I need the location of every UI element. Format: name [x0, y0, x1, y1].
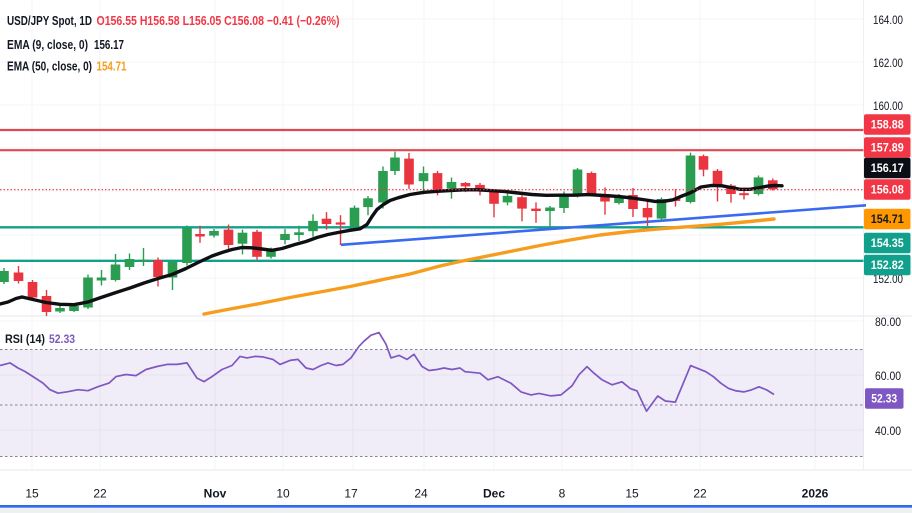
svg-text:154.71: 154.71: [871, 212, 904, 226]
svg-text:152.00: 152.00: [873, 274, 903, 286]
svg-text:15: 15: [625, 487, 639, 501]
svg-text:USD/JPY Spot, 1D: USD/JPY Spot, 1D: [7, 13, 92, 28]
svg-text:Nov: Nov: [204, 487, 227, 501]
svg-text:10: 10: [276, 487, 290, 501]
svg-text:52.33: 52.33: [49, 332, 75, 346]
svg-text:O156.55 H156.58 L156.05 C156.0: O156.55 H156.58 L156.05 C156.08 −0.41 (−…: [97, 13, 340, 28]
svg-text:80.00: 80.00: [875, 317, 901, 329]
svg-text:22: 22: [93, 487, 107, 501]
svg-text:EMA (9, close, 0): EMA (9, close, 0): [7, 37, 88, 52]
svg-text:157.89: 157.89: [871, 141, 904, 155]
svg-text:164.00: 164.00: [873, 15, 903, 27]
svg-text:154.35: 154.35: [871, 236, 904, 250]
svg-text:8: 8: [559, 487, 566, 501]
svg-text:160.00: 160.00: [873, 101, 903, 113]
svg-text:154.71: 154.71: [97, 59, 127, 74]
svg-text:RSI (14): RSI (14): [5, 332, 45, 346]
svg-text:15: 15: [25, 487, 39, 501]
svg-text:152.82: 152.82: [871, 258, 904, 272]
svg-text:156.17: 156.17: [94, 37, 124, 52]
svg-text:22: 22: [693, 487, 707, 501]
svg-text:2026: 2026: [802, 487, 829, 501]
svg-text:24: 24: [414, 487, 428, 501]
svg-text:EMA (50, close, 0): EMA (50, close, 0): [7, 59, 92, 74]
svg-text:60.00: 60.00: [875, 371, 901, 383]
svg-text:156.17: 156.17: [871, 161, 904, 175]
svg-text:162.00: 162.00: [873, 58, 903, 70]
svg-text:158.88: 158.88: [871, 118, 904, 132]
svg-text:17: 17: [344, 487, 358, 501]
svg-text:52.33: 52.33: [871, 392, 897, 406]
svg-text:40.00: 40.00: [875, 426, 901, 438]
svg-text:156.08: 156.08: [871, 183, 904, 197]
svg-text:Dec: Dec: [483, 487, 505, 501]
